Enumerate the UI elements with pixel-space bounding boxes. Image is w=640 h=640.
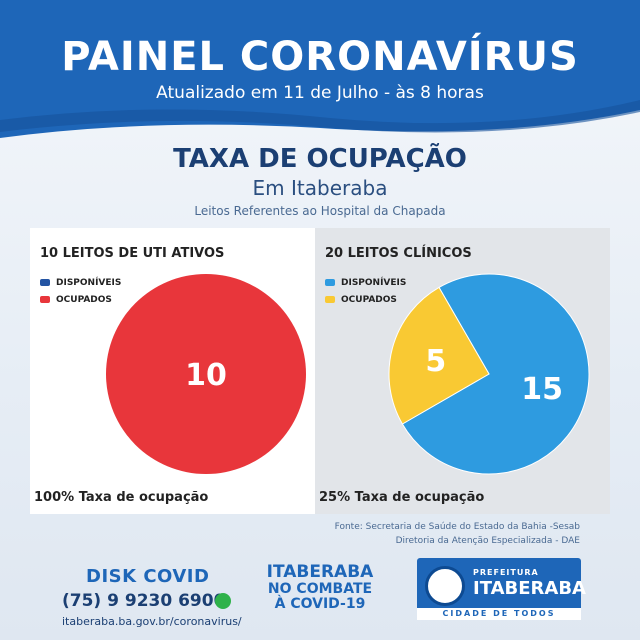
campaign-city: ITABERABA — [266, 562, 374, 582]
legend-item: DISPONÍVEIS — [325, 274, 406, 291]
whatsapp-icon — [215, 593, 231, 609]
uti-chart-title: 10 LEITOS DE UTI ATIVOS — [40, 246, 225, 261]
pie-data-label: 5 — [425, 344, 446, 379]
prefeitura-city: ITABERABA — [473, 578, 586, 599]
clinical-chart-title: 20 LEITOS CLÍNICOS — [325, 246, 472, 261]
pie-data-label: 15 — [521, 372, 563, 407]
campaign-line-3: À COVID-19 — [274, 596, 366, 612]
section-location: Em Itaberaba — [252, 176, 388, 200]
uti-pie-chart: 10 — [106, 274, 306, 474]
clinical-legend: DISPONÍVEIS OCUPADOS — [325, 274, 406, 308]
pie-slice-ocupados — [388, 286, 490, 425]
source-line-2: Diretoria da Atenção Especializada - DAE — [395, 536, 580, 546]
disk-covid-label: DISK COVID — [86, 566, 210, 587]
legend-swatch — [40, 279, 50, 286]
header-wave-shape — [0, 0, 640, 138]
legend-swatch — [40, 296, 50, 303]
uti-chart-panel: 10 10 LEITOS DE UTI ATIVOS DISPONÍVEIS O… — [30, 228, 315, 514]
prefeitura-label: PREFEITURA — [473, 568, 539, 577]
clinical-pie-chart: 15 5 — [388, 273, 590, 475]
legend-swatch — [325, 279, 335, 286]
section-title: TAXA DE OCUPAÇÃO — [173, 144, 467, 174]
header-banner: PAINEL CORONAVÍRUS Atualizado em 11 de J… — [0, 0, 640, 140]
legend-label: DISPONÍVEIS — [341, 277, 407, 288]
pie-data-label: 10 — [185, 358, 227, 393]
legend-swatch — [325, 296, 335, 303]
legend-item: OCUPADOS — [40, 291, 121, 308]
pie-slice-ocupados — [106, 274, 306, 474]
campaign-line-2: NO COMBATE — [267, 581, 373, 597]
source-note: Fonte: Secretaria de Saúde do Estado da … — [335, 520, 580, 548]
prefeitura-logo: PREFEITURA ITABERABA CIDADE DE TODOS — [417, 558, 586, 620]
uti-occupancy-rate: 100% Taxa de ocupação — [34, 490, 209, 505]
uti-legend: DISPONÍVEIS OCUPADOS — [40, 274, 121, 308]
legend-item: OCUPADOS — [325, 291, 406, 308]
legend-label: OCUPADOS — [341, 294, 397, 305]
phone-number: (75) 9 9230 6900 — [62, 591, 226, 611]
legend-label: OCUPADOS — [56, 294, 112, 305]
section-note: Leitos Referentes ao Hospital da Chapada — [194, 204, 446, 218]
legend-item: DISPONÍVEIS — [40, 274, 121, 291]
city-seal-icon — [425, 566, 465, 606]
update-subtitle: Atualizado em 11 de Julho - às 8 horas — [156, 83, 484, 103]
prefeitura-motto: CIDADE DE TODOS — [417, 608, 581, 620]
website-link[interactable]: itaberaba.ba.gov.br/coronavirus/ — [62, 615, 242, 628]
legend-label: DISPONÍVEIS — [56, 277, 122, 288]
page-title: PAINEL CORONAVÍRUS — [61, 34, 579, 80]
source-line-1: Fonte: Secretaria de Saúde do Estado da … — [334, 522, 580, 532]
pie-slice-disponíveis — [401, 273, 590, 475]
clinical-chart-panel: 15 5 20 LEITOS CLÍNICOS DISPONÍVEIS OCUPA… — [315, 228, 610, 514]
campaign-logo: ITABERABA NO COMBATE À COVID-19 — [252, 562, 388, 612]
clinical-occupancy-rate: 25% Taxa de ocupação — [319, 490, 485, 505]
